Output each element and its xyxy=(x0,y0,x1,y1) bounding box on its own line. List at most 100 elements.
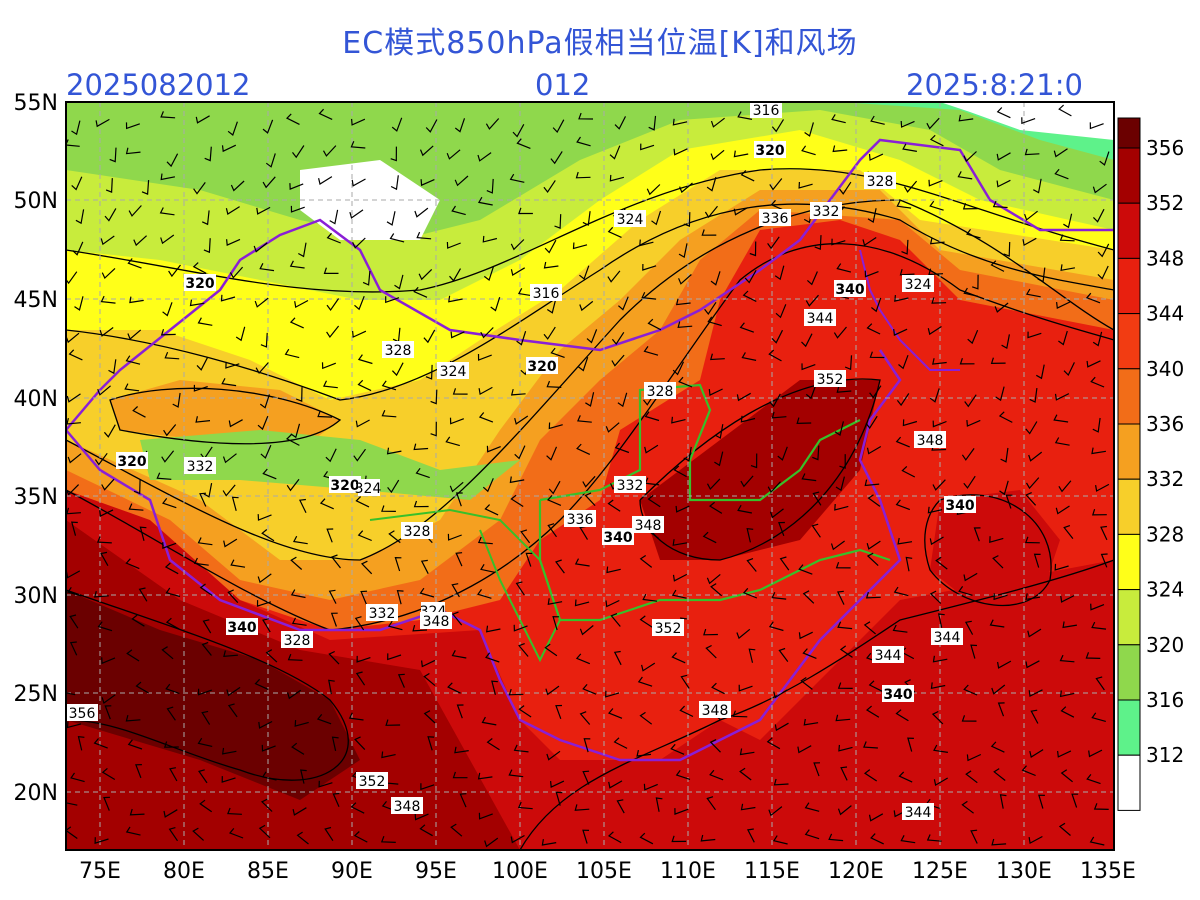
wind-barb xyxy=(970,829,978,844)
wind-barb xyxy=(138,587,148,602)
national-border-south-coast xyxy=(66,349,902,762)
wind-barb xyxy=(133,235,148,247)
wind-barb xyxy=(702,531,717,544)
wind-barb xyxy=(739,767,752,781)
wind-barb xyxy=(831,238,846,246)
wind-barb xyxy=(766,737,781,750)
wind-barb xyxy=(418,268,433,281)
wind-barb xyxy=(386,447,402,455)
wind-barb xyxy=(197,537,213,546)
colorbar-label: 332 xyxy=(1146,467,1184,491)
wind-barb xyxy=(227,121,238,136)
wind-barb xyxy=(683,446,692,462)
wind-barb xyxy=(967,329,979,345)
wind-barb xyxy=(900,120,915,128)
wind-barb xyxy=(675,505,690,513)
wind-barb xyxy=(196,357,209,371)
wind-barb xyxy=(452,771,468,779)
wind-barb xyxy=(839,181,852,195)
wind-barb xyxy=(996,107,1011,119)
wind-barb xyxy=(226,686,241,697)
wind-barb xyxy=(99,327,114,337)
wind-barb xyxy=(197,737,213,747)
wind-barb xyxy=(351,118,366,126)
contour-label: 348 xyxy=(914,431,946,449)
wind-barb xyxy=(579,711,591,725)
wind-barb xyxy=(892,624,908,633)
wind-barb xyxy=(929,536,944,546)
wind-barb xyxy=(574,558,590,567)
wind-barb xyxy=(547,523,557,538)
wind-barb xyxy=(159,207,175,216)
wind-barb xyxy=(197,317,213,326)
wind-barb xyxy=(966,753,982,762)
wind-barb xyxy=(1090,603,1105,611)
wind-barb xyxy=(896,393,910,407)
wind-barb xyxy=(525,552,533,567)
wind-barb xyxy=(515,581,525,596)
wind-barb xyxy=(608,708,623,719)
wind-barb xyxy=(1091,712,1106,722)
wind-barb xyxy=(644,411,660,422)
wind-barb xyxy=(414,207,429,218)
wind-barb xyxy=(261,771,277,781)
wind-barb xyxy=(1060,706,1075,718)
wind-barb xyxy=(958,114,974,122)
wind-barb xyxy=(870,115,885,125)
wind-barb xyxy=(195,416,211,423)
svg-text:340: 340 xyxy=(883,687,912,703)
wind-barb xyxy=(387,620,403,631)
wind-barb xyxy=(77,736,85,751)
wind-barb xyxy=(838,744,853,752)
wind-barb xyxy=(485,652,500,663)
wind-barb xyxy=(223,650,238,657)
colorbar-swatch xyxy=(1117,644,1141,701)
wind-barb xyxy=(673,148,688,156)
wind-barb xyxy=(446,149,461,160)
wind-barb xyxy=(548,480,561,495)
wind-barb xyxy=(740,415,756,423)
wind-barb xyxy=(999,794,1007,809)
wind-barb xyxy=(265,153,276,168)
wind-barb xyxy=(1053,148,1068,158)
wind-barb xyxy=(585,392,595,407)
wind-barb xyxy=(895,499,911,511)
wind-barb xyxy=(1058,104,1072,117)
wind-barb xyxy=(771,119,785,133)
contour-label: 324 xyxy=(614,210,646,228)
wind-barb xyxy=(416,231,432,240)
wind-barb xyxy=(543,261,559,269)
wind-barb xyxy=(165,617,180,630)
contour-label: 340 xyxy=(834,280,866,298)
wind-barb xyxy=(478,812,493,820)
wind-barb xyxy=(749,241,757,257)
wind-barb xyxy=(671,416,686,424)
wind-barb xyxy=(812,445,820,461)
wind-barb xyxy=(294,720,309,727)
wind-barb xyxy=(678,376,693,388)
wind-barb xyxy=(1097,243,1110,258)
wind-barb xyxy=(203,238,211,254)
wind-barb xyxy=(714,451,724,467)
wind-barb xyxy=(160,329,176,336)
wind-barb xyxy=(997,660,1012,669)
wind-barb xyxy=(101,767,116,781)
wind-barb xyxy=(678,274,692,285)
wind-barb xyxy=(419,587,435,598)
wind-barb xyxy=(257,573,272,584)
wind-barb xyxy=(997,702,1005,717)
wind-barb xyxy=(316,714,332,725)
wind-barb xyxy=(256,206,271,215)
wind-barb xyxy=(350,141,366,149)
contour-label: 328 xyxy=(382,341,414,359)
wind-barb xyxy=(961,715,977,722)
wind-barb xyxy=(449,481,464,493)
wind-barb xyxy=(582,211,591,226)
wind-barb xyxy=(773,778,789,786)
wind-barb xyxy=(261,529,275,542)
contour-label: 340 xyxy=(226,618,258,636)
wind-barb xyxy=(1028,451,1043,462)
wind-barb xyxy=(317,410,333,418)
wind-barb xyxy=(582,829,590,844)
wind-barb xyxy=(390,146,397,162)
